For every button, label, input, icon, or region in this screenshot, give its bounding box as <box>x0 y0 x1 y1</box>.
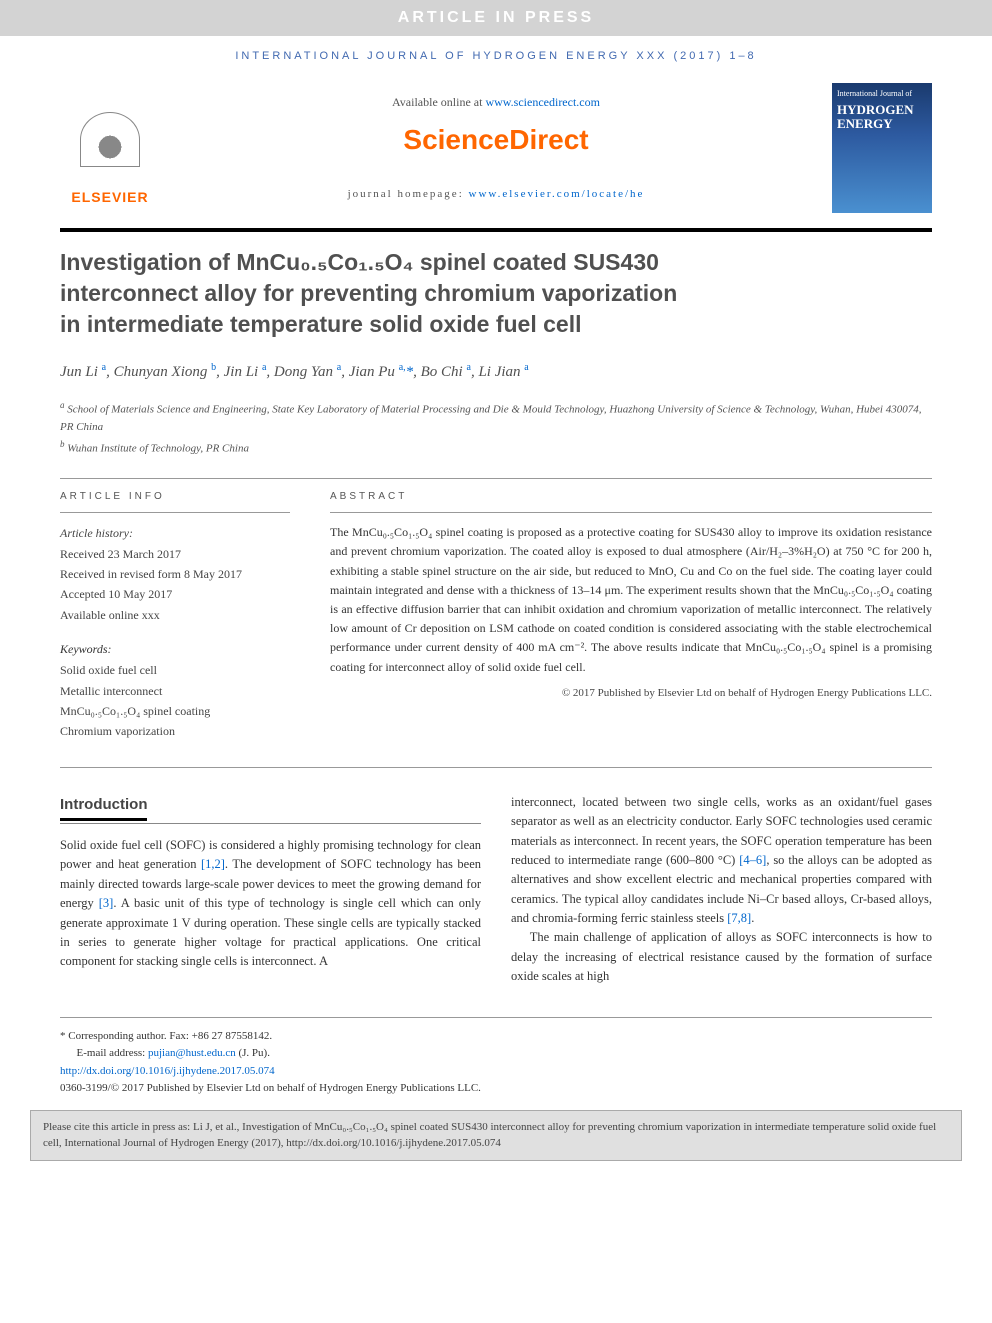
available-online-text: Available online at www.sciencedirect.co… <box>180 93 812 111</box>
corresponding-email-link[interactable]: pujian@hust.edu.cn <box>148 1047 236 1059</box>
online-date: Available online xxx <box>60 608 160 622</box>
publisher-header: ELSEVIER Available online at www.science… <box>0 73 992 228</box>
citation-box: Please cite this article in press as: Li… <box>30 1110 962 1161</box>
accepted-date: Accepted 10 May 2017 <box>60 587 172 601</box>
cover-title: HYDROGEN ENERGY <box>837 103 927 132</box>
journal-homepage-text: journal homepage: www.elsevier.com/locat… <box>180 186 812 203</box>
info-abstract-row: ARTICLE INFO Article history: Received 2… <box>0 479 992 762</box>
journal-homepage-link[interactable]: www.elsevier.com/locate/he <box>469 188 645 200</box>
article-title: Investigation of MnCu₀.₅Co₁.₅O₄ spinel c… <box>0 232 740 345</box>
journal-cover-thumbnail[interactable]: International Journal of HYDROGEN ENERGY <box>832 83 932 213</box>
introduction-heading: Introduction <box>60 793 147 821</box>
journal-citation-header: INTERNATIONAL JOURNAL OF HYDROGEN ENERGY… <box>0 36 992 73</box>
issn-copyright: 0360-3199/© 2017 Published by Elsevier L… <box>60 1080 932 1098</box>
intro-paragraph-2: The main challenge of application of all… <box>511 928 932 986</box>
article-info-heading: ARTICLE INFO <box>60 489 290 513</box>
affiliation-b: b Wuhan Institute of Technology, PR Chin… <box>60 437 932 458</box>
intro-paragraph-1-cont: interconnect, located between two single… <box>511 793 932 929</box>
cover-small-text: International Journal of <box>837 88 927 100</box>
sciencedirect-link[interactable]: www.sciencedirect.com <box>485 95 600 109</box>
body-column-left: Introduction Solid oxide fuel cell (SOFC… <box>60 793 481 987</box>
abstract-block: ABSTRACT The MnCu₀.₅Co₁.₅O₄ spinel coati… <box>330 489 932 742</box>
keywords-label: Keywords: <box>60 640 290 658</box>
homepage-label: journal homepage: <box>348 188 469 200</box>
intro-paragraph-1: Solid oxide fuel cell (SOFC) is consider… <box>60 836 481 972</box>
corresponding-author: * Corresponding author. Fax: +86 27 8755… <box>60 1028 932 1046</box>
abstract-text: The MnCu₀.₅Co₁.₅O₄ spinel coating is pro… <box>330 523 932 677</box>
received-date: Received 23 March 2017 <box>60 547 181 561</box>
article-info-sidebar: ARTICLE INFO Article history: Received 2… <box>60 489 290 742</box>
email-label: E-mail address: <box>77 1047 148 1059</box>
sciencedirect-logo[interactable]: ScienceDirect <box>180 119 812 161</box>
body-column-right: interconnect, located between two single… <box>511 793 932 987</box>
body-two-column: Introduction Solid oxide fuel cell (SOFC… <box>0 793 992 1007</box>
revised-date: Received in revised form 8 May 2017 <box>60 567 242 581</box>
article-in-press-banner: ARTICLE IN PRESS <box>0 0 992 36</box>
doi-link[interactable]: http://dx.doi.org/10.1016/j.ijhydene.201… <box>60 1065 275 1077</box>
email-line: E-mail address: pujian@hust.edu.cn (J. P… <box>60 1045 932 1063</box>
available-label: Available online at <box>392 95 485 109</box>
footer-corresponding: * Corresponding author. Fax: +86 27 8755… <box>60 1017 932 1098</box>
body-top-divider <box>60 767 932 768</box>
history-label: Article history: <box>60 526 133 540</box>
abstract-heading: ABSTRACT <box>330 489 932 513</box>
authors-list: Jun Li a, Chunyan Xiong b, Jin Li a, Don… <box>0 345 992 394</box>
sciencedirect-block: Available online at www.sciencedirect.co… <box>180 93 812 203</box>
email-name: (J. Pu). <box>236 1047 270 1059</box>
affiliation-a: a School of Materials Science and Engine… <box>60 398 932 437</box>
elsevier-tree-icon <box>70 107 150 187</box>
article-history: Article history: Received 23 March 2017 … <box>60 523 290 625</box>
elsevier-logo[interactable]: ELSEVIER <box>60 88 160 208</box>
keywords-list: Solid oxide fuel cellMetallic interconne… <box>60 660 290 742</box>
elsevier-label: ELSEVIER <box>71 187 148 208</box>
abstract-copyright: © 2017 Published by Elsevier Ltd on beha… <box>330 685 932 702</box>
affiliations: a School of Materials Science and Engine… <box>0 393 992 473</box>
